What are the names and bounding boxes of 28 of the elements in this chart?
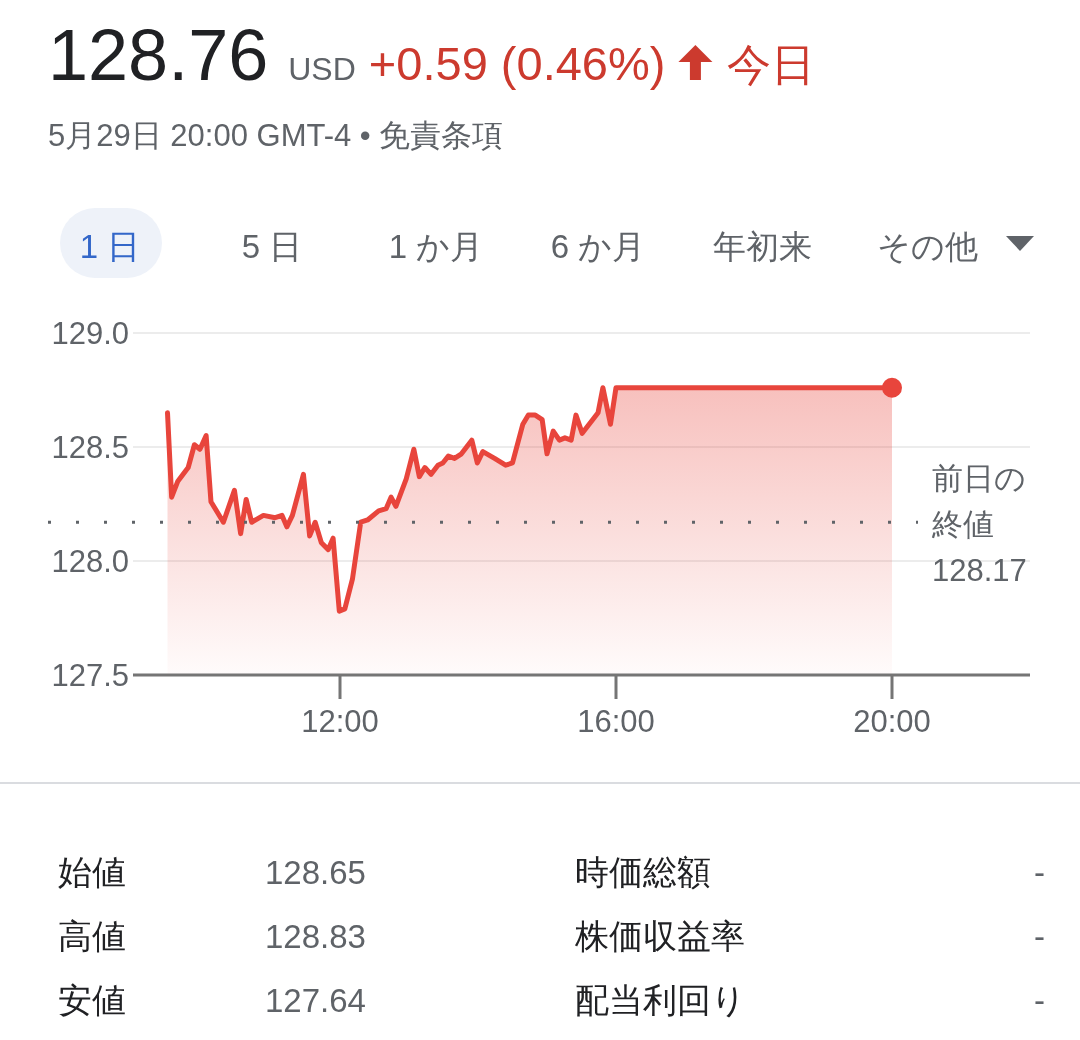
text: - xyxy=(1034,918,1045,955)
text: - xyxy=(1034,854,1045,891)
x-tick-label: 20:00 xyxy=(853,704,931,739)
y-tick-label: 127.5 xyxy=(51,657,129,693)
text: 128.65 xyxy=(265,854,366,891)
text: 1 か月 xyxy=(388,228,484,265)
x-tick-label: 16:00 xyxy=(577,704,655,739)
text: 高値 xyxy=(58,917,126,955)
x-tick-label: 12:00 xyxy=(301,704,379,739)
y-tick-label: 128.5 xyxy=(51,429,129,465)
y-tick-label: 128.0 xyxy=(51,543,129,579)
text: 6 か月 xyxy=(550,228,646,265)
text: 安値 xyxy=(58,981,126,1019)
text: その他 xyxy=(876,228,978,265)
text: 128.83 xyxy=(265,918,366,955)
text: - xyxy=(1034,982,1045,1019)
chart-title: 128.76 USD +0.59 (0.46%) 今日 xyxy=(48,15,815,95)
text: 株価収益率 xyxy=(574,917,745,955)
text: 5 日 xyxy=(241,228,303,265)
text: 始値 xyxy=(58,853,126,891)
ref-line-label: 前日の終値 128.17 xyxy=(931,461,1027,589)
text: 年初来 xyxy=(712,228,812,265)
y-tick-label: 129.0 xyxy=(51,315,129,351)
text: 127.64 xyxy=(265,982,366,1019)
text: 配当利回り xyxy=(575,981,746,1019)
text: 1 日 xyxy=(79,228,141,265)
chart-subtitle: 5月29日 20:00 GMT-4 • 免責条項 xyxy=(48,118,504,153)
text: 時価総額 xyxy=(575,853,711,891)
